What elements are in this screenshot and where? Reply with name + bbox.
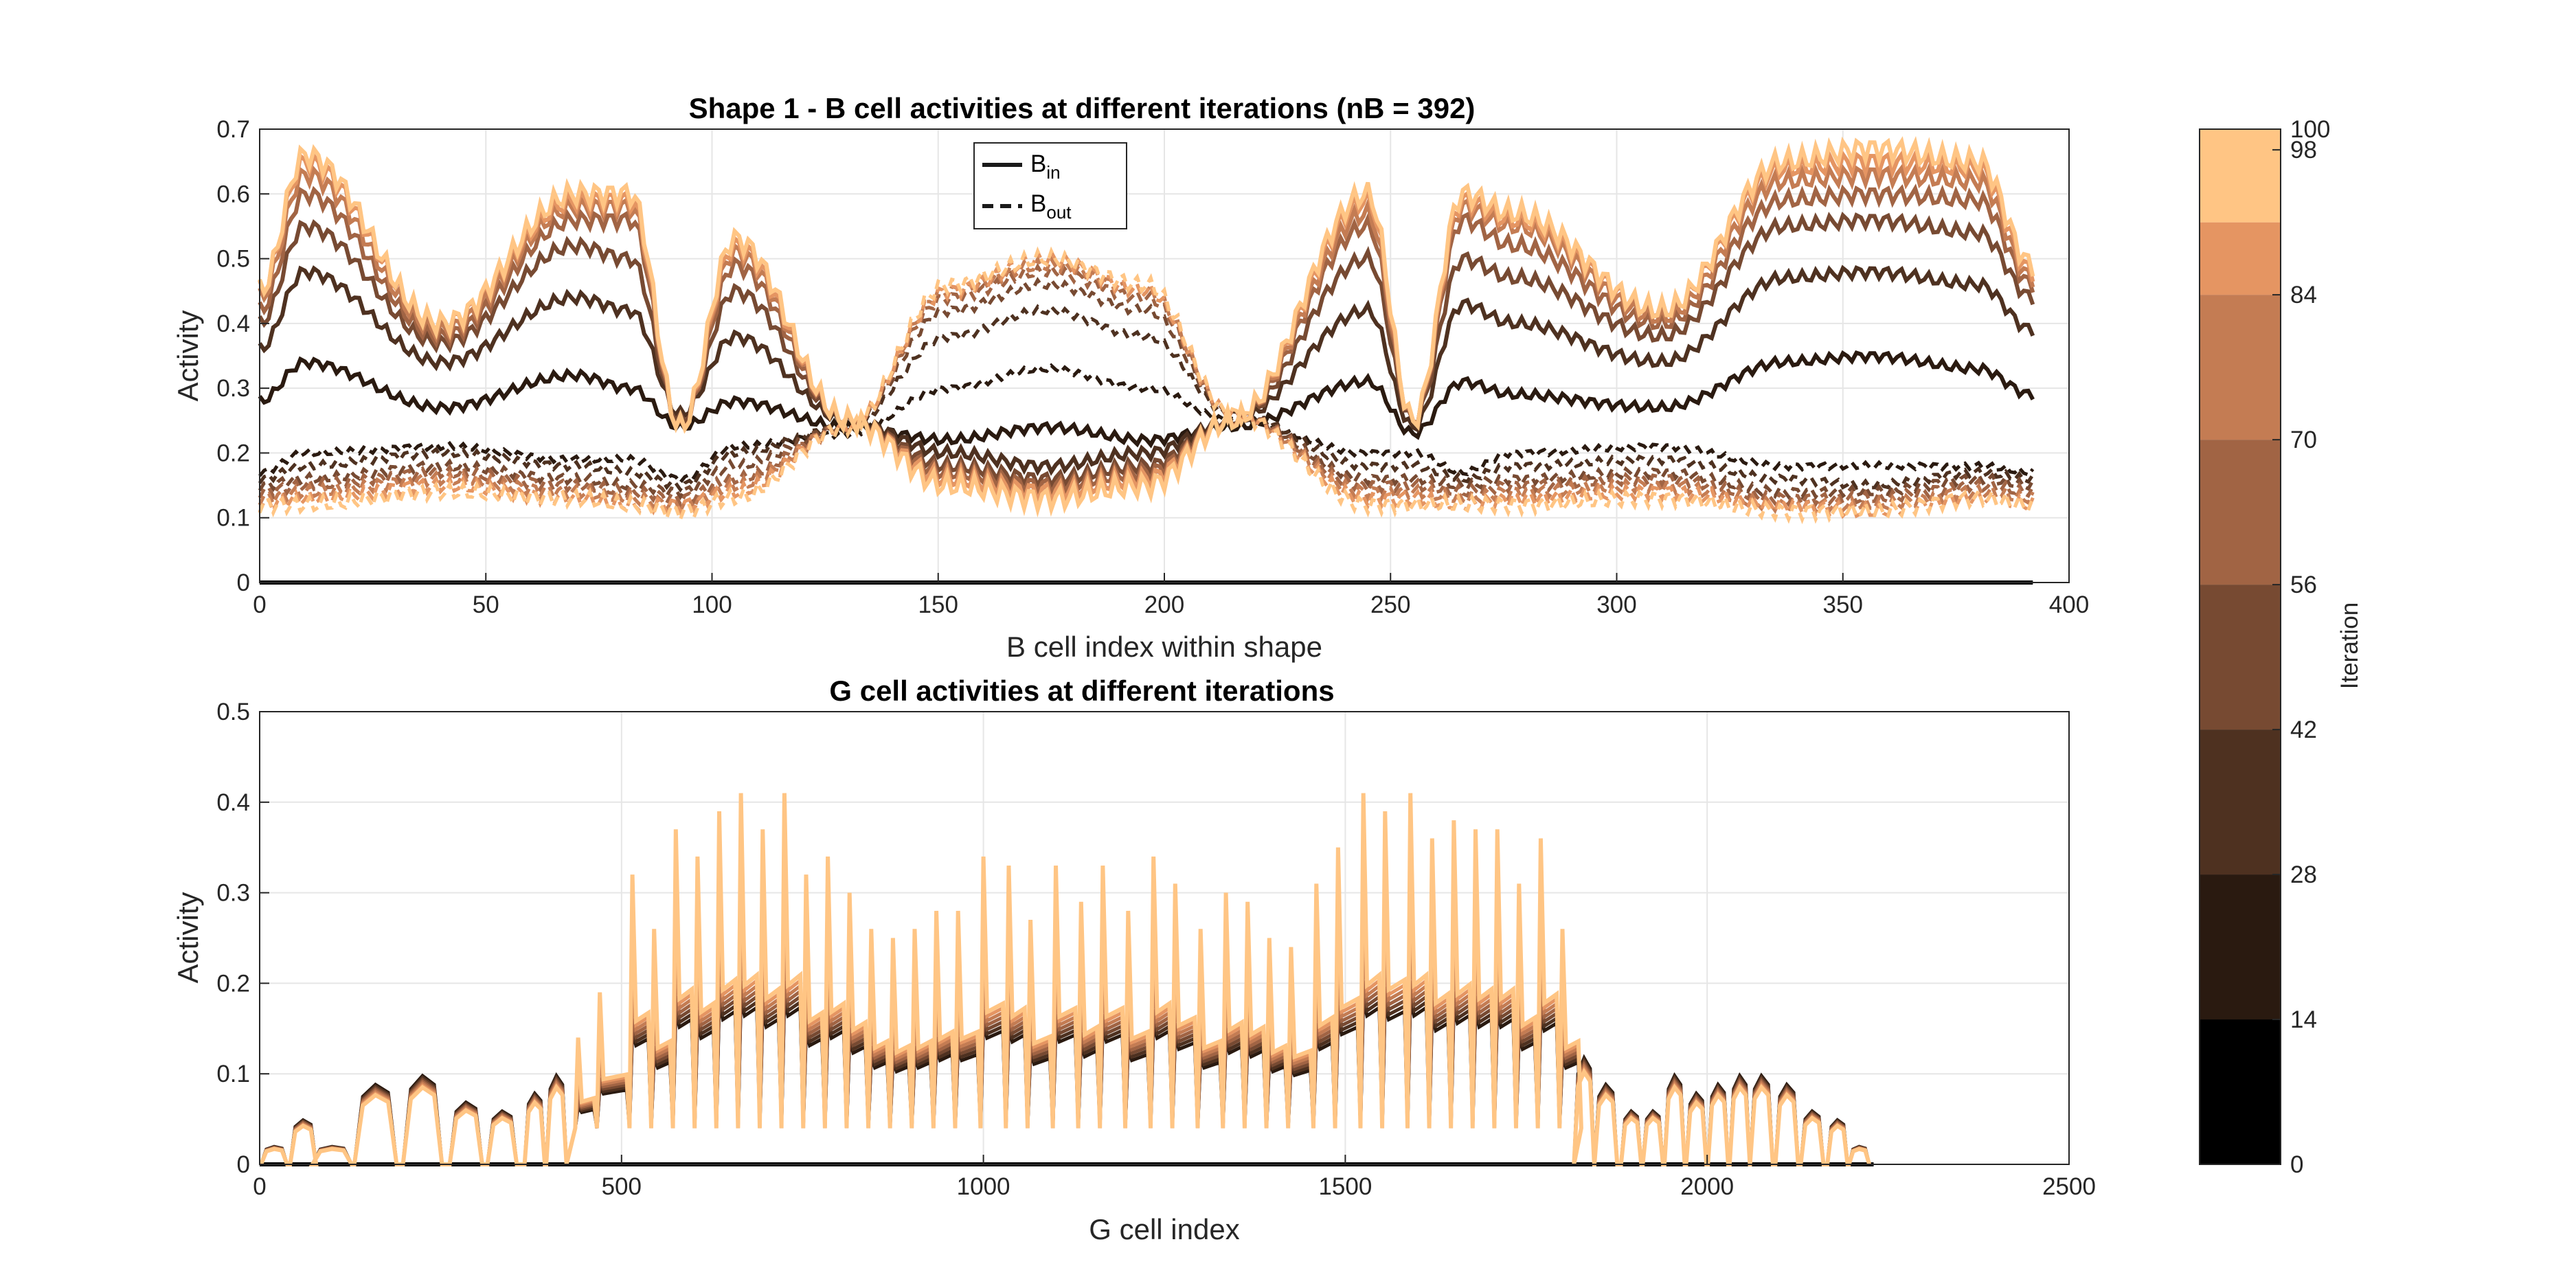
g-cell-ylabel: Activity	[172, 892, 204, 983]
g-cell-xtick-label: 1000	[957, 1173, 1010, 1200]
g-cell-xtick-label: 2500	[2042, 1173, 2096, 1200]
b-out-line-iter-42	[258, 276, 2035, 501]
b-cell-xtick-label: 400	[2049, 591, 2089, 618]
colorbar-tick-label: 56	[2290, 572, 2317, 598]
legend-bin-label: Bin	[1030, 150, 1061, 183]
g-cell-xtick-label: 0	[253, 1173, 266, 1200]
b-cell-xtick-label: 100	[692, 591, 732, 618]
g-cell-line-iter-98	[259, 793, 1872, 1166]
b-cell-ytick-label: 0.6	[216, 181, 250, 207]
g-cell-axes-box	[259, 711, 2070, 1165]
g-cell-xlabel: G cell index	[1089, 1213, 1239, 1245]
b-cell-xtick-label: 50	[473, 591, 499, 618]
b-cell-xtick-label: 350	[1823, 591, 1863, 618]
g-cell-xtick-label: 500	[602, 1173, 642, 1200]
g-cell-ytick-label: 0.1	[216, 1061, 250, 1087]
b-cell-ticks: 0 50 100 150 200 250 300 350 400 0 0.1 0.2 0.3 0.4 0.5…	[216, 116, 2089, 618]
b-cell-ytick-label: 0.5	[216, 246, 250, 273]
g-cell-xtick-label: 2000	[1680, 1173, 1734, 1200]
b-cell-ytick-label: 0.4	[216, 310, 250, 337]
b-in-line-iter-28	[258, 264, 2035, 477]
b-in-line-iter-42	[258, 212, 2035, 491]
b-cell-xtick-label: 0	[253, 591, 266, 618]
g-cell-ytick-label: 0.2	[216, 970, 250, 997]
g-cell-ytick-label: 0.4	[216, 789, 250, 816]
b-cell-xtick-label: 150	[918, 591, 958, 618]
b-cell-xtick-label: 200	[1144, 591, 1184, 618]
legend: Bin Bout	[973, 142, 1127, 229]
g-cell-series	[259, 793, 1874, 1166]
b-in-line-iter-14	[258, 350, 2035, 449]
colorbar-tick-label: 0	[2290, 1151, 2303, 1178]
b-out-line-iter-14	[258, 363, 2035, 486]
b-cell-title: Shape 1 - B cell activities at different…	[689, 92, 1476, 124]
colorbar-block	[2200, 874, 2281, 1020]
legend-box	[973, 142, 1127, 229]
g-cell-ticks: 0 500 1000 1500 2000 2500 0 0.1 0.2 0.3 0.4 0.5	[216, 699, 2096, 1200]
b-out-line-iter-28	[258, 304, 2035, 493]
b-in-line-iter-98	[258, 135, 2035, 518]
b-cell-ytick-label: 0	[237, 569, 250, 596]
colorbar-tick-label: 14	[2290, 1006, 2317, 1033]
colorbar-label: Iteration	[2336, 602, 2363, 689]
colorbar-block	[2200, 295, 2281, 440]
colorbar-block	[2200, 730, 2281, 875]
b-cell-xlabel: B cell index within shape	[1006, 631, 1322, 663]
colorbar-box	[2199, 128, 2281, 1165]
colorbar-tick-label: 100	[2290, 116, 2330, 143]
g-cell-title: G cell activities at different iteration…	[829, 675, 1334, 707]
colorbar-tick-label: 84	[2290, 282, 2317, 308]
b-cell-xtick-label: 300	[1596, 591, 1636, 618]
colorbar-block	[2200, 1019, 2281, 1164]
b-in-line-iter-56	[258, 183, 2035, 499]
b-cell-ytick-label: 0.3	[216, 375, 250, 402]
legend-bout-label: Bout	[1030, 190, 1072, 223]
b-cell-series	[258, 135, 2035, 585]
g-cell-ytick-label: 0.3	[216, 880, 250, 907]
colorbar-tick-label: 28	[2290, 861, 2317, 888]
g-cell-ytick-label: 0	[237, 1151, 250, 1178]
colorbar-tick-label: 42	[2290, 716, 2317, 743]
b-cell-xtick-label: 250	[1370, 591, 1410, 618]
colorbar-tick-label: 70	[2290, 427, 2317, 453]
colorbar-block	[2200, 222, 2281, 295]
b-cell-ytick-label: 0.7	[216, 116, 250, 143]
colorbar-block	[2200, 585, 2281, 730]
colorbar-block	[2200, 129, 2281, 223]
b-cell-ytick-label: 0.2	[216, 440, 250, 466]
b-out-line-iter-56	[258, 262, 2035, 508]
b-cell-ylabel: Activity	[172, 310, 204, 401]
b-cell-panel: 0 50 100 150 200 250 300 350 400 0 0.1 0.2 0.3 0.4 0.5…	[172, 92, 2089, 663]
b-out-line-iter-98	[258, 246, 2035, 525]
g-cell-xtick-label: 1500	[1318, 1173, 1372, 1200]
b-cell-ytick-label: 0.1	[216, 505, 250, 532]
g-cell-ytick-label: 0.5	[216, 699, 250, 725]
colorbar-blocks	[2200, 129, 2281, 1164]
colorbar-tick-label: 98	[2290, 137, 2317, 163]
g-cell-panel: 0 500 1000 1500 2000 2500 0 0.1 0.2 0.3 0.4 0.5 G c…	[172, 675, 2096, 1245]
colorbar-block	[2200, 440, 2281, 585]
